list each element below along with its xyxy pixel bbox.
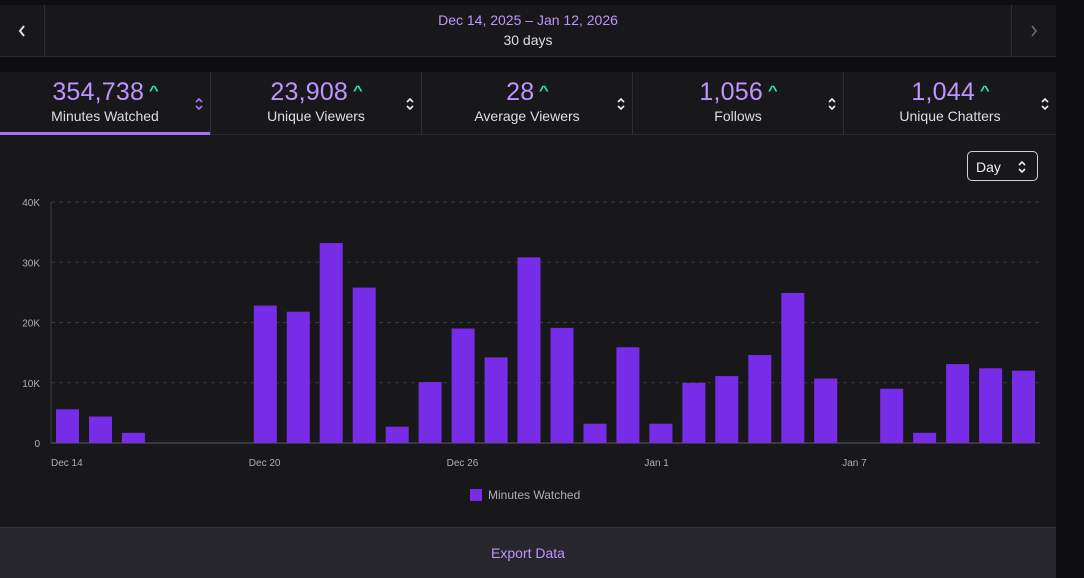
- stat-tab-unique-chatters[interactable]: 1,044 ^ Unique Chatters: [844, 72, 1056, 134]
- y-tick-label: 30K: [22, 258, 40, 269]
- stat-tab-follows[interactable]: 1,056 ^ Follows: [633, 72, 844, 134]
- trend-up-icon: ^: [352, 83, 363, 98]
- trend-up-icon: ^: [979, 83, 990, 98]
- stat-label: Average Viewers: [474, 108, 580, 124]
- bar: [352, 287, 376, 443]
- bar: [517, 257, 541, 443]
- date-range[interactable]: Dec 14, 2025 – Jan 12, 2026: [438, 12, 618, 28]
- x-tick-label: Dec 20: [249, 458, 281, 469]
- x-tick-label: Dec 14: [51, 458, 83, 469]
- chart-legend[interactable]: Minutes Watched: [470, 487, 580, 503]
- stat-tab-average-viewers[interactable]: 28 ^ Average Viewers: [422, 72, 633, 134]
- minutes-watched-chart: 0 10K 20K 30K 40K Dec 14 Dec 20 Dec 26 Jan 1 Jan …: [22, 198, 1040, 469]
- bar: [946, 364, 970, 443]
- bar: [1012, 370, 1035, 443]
- stat-value: 354,738: [52, 78, 145, 106]
- sort-icon[interactable]: [194, 96, 204, 112]
- bar: [319, 243, 343, 443]
- trend-up-icon: ^: [148, 83, 159, 98]
- legend-label: Minutes Watched: [488, 488, 581, 502]
- y-tick-label: 0: [34, 439, 40, 450]
- analytics-panel: 354,738 ^ Minutes Watched 23,908 ^ Unique …: [0, 72, 1056, 578]
- granularity-value: Day: [976, 159, 1001, 175]
- bar: [451, 328, 475, 443]
- bar: [616, 347, 640, 443]
- sort-icon[interactable]: [1040, 96, 1050, 112]
- bar: [979, 368, 1003, 443]
- chevron-up-down-icon: [1018, 160, 1026, 174]
- bar: [583, 423, 607, 443]
- stat-label: Follows: [714, 108, 762, 124]
- x-tick-label: Jan 1: [644, 458, 669, 469]
- stat-value: 23,908: [270, 78, 349, 106]
- stat-value: 1,056: [699, 78, 763, 106]
- stat-tabs: 354,738 ^ Minutes Watched 23,908 ^ Unique …: [0, 72, 1056, 135]
- bar: [550, 327, 574, 443]
- next-period-button[interactable]: [1011, 5, 1056, 56]
- bar: [715, 376, 739, 443]
- previous-period-button[interactable]: [0, 5, 45, 56]
- stat-tab-minutes-watched[interactable]: 354,738 ^ Minutes Watched: [0, 72, 211, 135]
- export-data-button[interactable]: Export Data: [0, 527, 1056, 578]
- y-tick-label: 10K: [22, 379, 40, 390]
- stat-value: 1,044: [911, 78, 975, 106]
- bar: [385, 426, 409, 443]
- trend-up-icon: ^: [539, 83, 550, 98]
- sort-icon[interactable]: [616, 96, 626, 112]
- stat-label: Unique Viewers: [267, 108, 365, 124]
- bar: [913, 432, 937, 443]
- granularity-select[interactable]: Day: [967, 151, 1038, 181]
- bar: [484, 357, 508, 443]
- bar: [682, 382, 706, 444]
- date-navigator: Dec 14, 2025 – Jan 12, 2026 30 days: [0, 5, 1056, 57]
- bar: [121, 432, 145, 443]
- bar: [89, 416, 112, 443]
- bar: [880, 388, 904, 443]
- bar: [253, 305, 277, 443]
- trend-up-icon: ^: [767, 83, 778, 98]
- chevron-left-icon: [18, 24, 25, 37]
- x-tick-label: Dec 26: [447, 458, 479, 469]
- stat-label: Unique Chatters: [899, 108, 1001, 124]
- stat-value: 28: [506, 78, 535, 106]
- bar: [418, 382, 442, 443]
- x-tick-label: Jan 7: [842, 458, 867, 469]
- bar: [56, 409, 79, 443]
- y-tick-label: 40K: [22, 198, 40, 209]
- page-gutter: [1056, 0, 1084, 577]
- bar: [781, 293, 805, 443]
- stat-tab-unique-viewers[interactable]: 23,908 ^ Unique Viewers: [211, 72, 422, 134]
- date-period: 30 days: [503, 32, 553, 48]
- bar: [748, 355, 772, 443]
- legend-swatch: [470, 489, 482, 501]
- y-tick-label: 20K: [22, 319, 40, 330]
- sort-icon[interactable]: [405, 96, 415, 112]
- bar: [649, 423, 673, 443]
- bar: [286, 311, 310, 443]
- stat-label: Minutes Watched: [51, 108, 159, 124]
- chevron-right-icon: [1031, 25, 1038, 36]
- bar: [814, 378, 838, 443]
- sort-icon[interactable]: [827, 96, 837, 112]
